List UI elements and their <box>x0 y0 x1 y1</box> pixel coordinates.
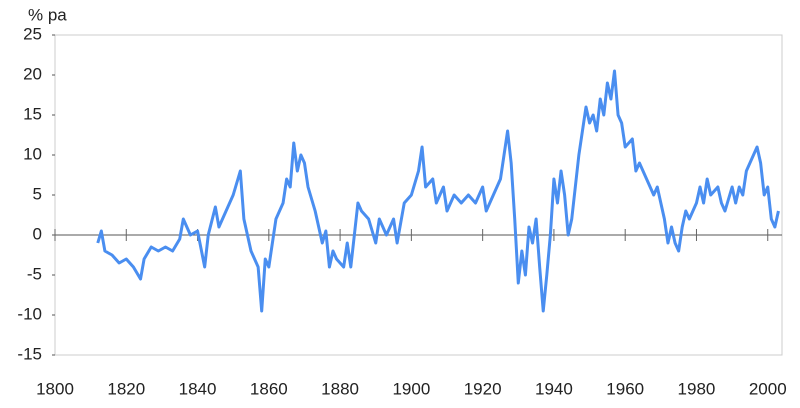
data-line <box>96 69 780 313</box>
x-tick-label: 1920 <box>464 379 502 398</box>
x-tick-label: 1820 <box>107 379 145 398</box>
x-tick-label: 1980 <box>678 379 716 398</box>
x-tick-label: 1880 <box>321 379 359 398</box>
y-tick-label: 20 <box>23 64 42 83</box>
x-tick-label: 2000 <box>749 379 787 398</box>
y-tick-label: -5 <box>27 264 42 283</box>
x-tick-label: 1960 <box>606 379 644 398</box>
x-tick-label: 1800 <box>36 379 74 398</box>
y-tick-label: -15 <box>17 344 42 363</box>
y-tick-label: 10 <box>23 144 42 163</box>
x-tick-label: 1860 <box>250 379 288 398</box>
x-tick-label: 1940 <box>535 379 573 398</box>
x-tick-label: 1840 <box>179 379 217 398</box>
x-tick-label: 1900 <box>392 379 430 398</box>
y-tick-label: -10 <box>17 304 42 323</box>
y-tick-label: 5 <box>33 184 42 203</box>
y-tick-label: 0 <box>33 224 42 243</box>
y-axis-label: % pa <box>28 5 67 24</box>
y-tick-label: 25 <box>23 24 42 43</box>
y-tick-label: 15 <box>23 104 42 123</box>
plot-frame <box>54 34 783 356</box>
